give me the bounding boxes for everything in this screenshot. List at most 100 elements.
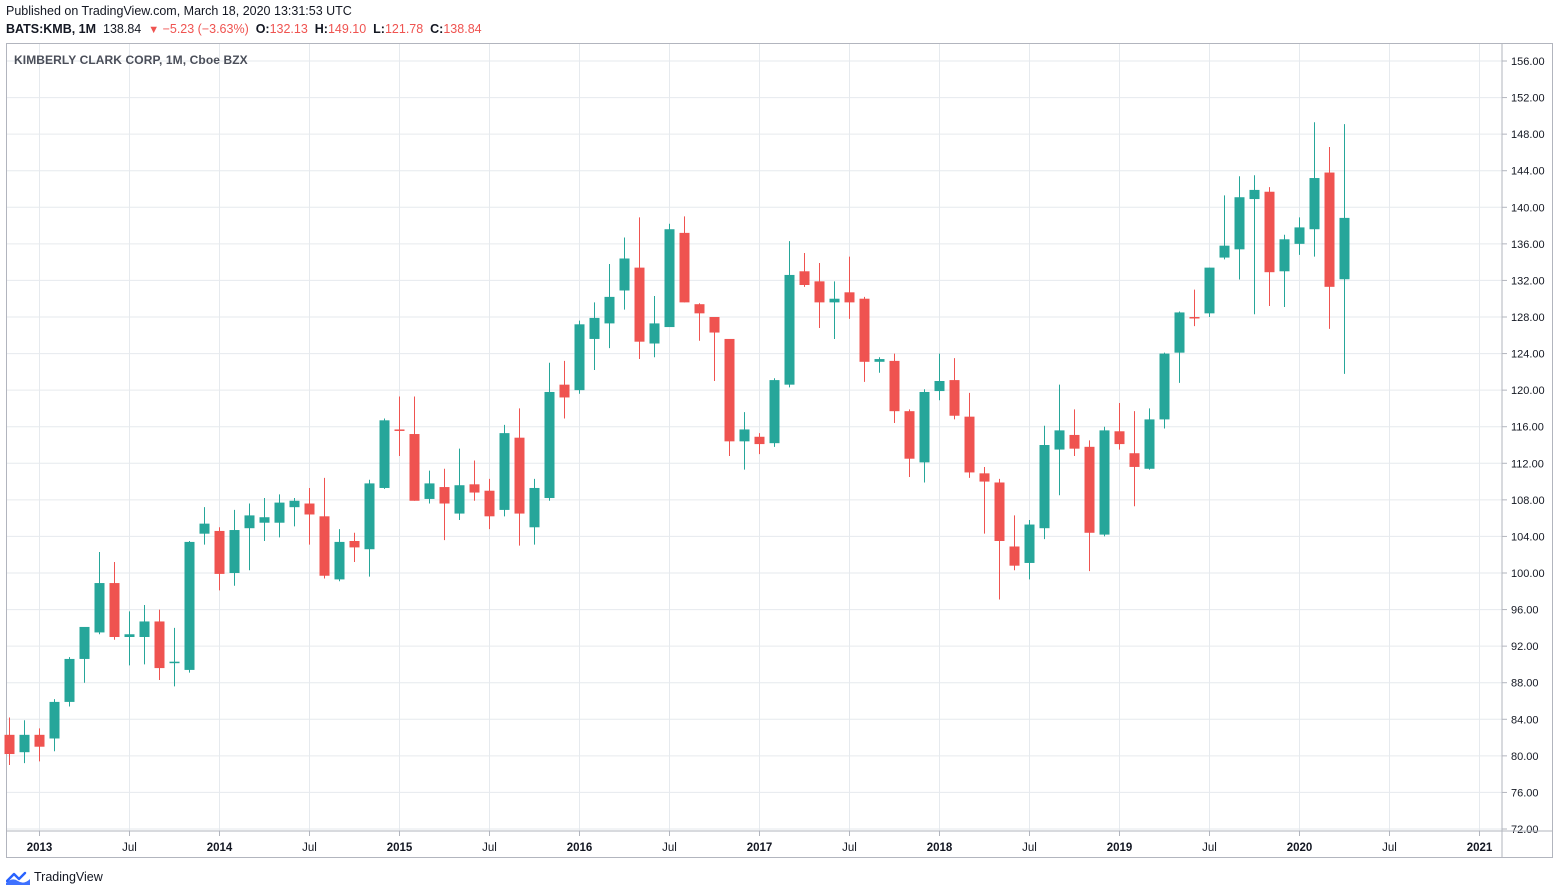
candle-body <box>994 482 1005 541</box>
candle-body <box>1264 191 1275 273</box>
candle-up <box>424 470 435 504</box>
candle-body <box>214 530 225 574</box>
candle-up <box>289 498 300 527</box>
candle-up <box>1174 311 1185 383</box>
candle-body <box>154 621 165 669</box>
candle-up <box>79 626 90 683</box>
candle-up <box>874 357 885 373</box>
chart-legend: KIMBERLY CLARK CORP, 1M, Cboe BZX <box>14 53 248 67</box>
candle-down <box>409 396 420 501</box>
candle-down <box>319 477 330 579</box>
candle-down <box>214 527 225 591</box>
price-change: −5.23 (−3.63%) <box>162 22 249 36</box>
candle-body <box>19 734 30 753</box>
symbol-label[interactable]: BATS:KMB, 1M <box>6 22 97 36</box>
candle-down <box>949 358 960 420</box>
candle-up <box>259 498 270 541</box>
candle-body <box>1204 267 1215 314</box>
y-tick-label: 72.00 <box>1511 824 1539 836</box>
y-tick-label: 104.00 <box>1511 531 1545 543</box>
candle-body <box>664 229 675 328</box>
candle-body <box>649 323 660 344</box>
candle-down <box>694 303 705 341</box>
x-tick-label: 2019 <box>1107 842 1133 854</box>
candle-down <box>709 317 720 381</box>
y-tick-label: 88.00 <box>1511 678 1539 690</box>
candle-body <box>1219 245 1230 258</box>
candle-down <box>304 487 315 545</box>
candle-down <box>754 433 765 455</box>
candle-body <box>439 487 450 504</box>
candle-up <box>589 302 600 371</box>
tradingview-logo-icon <box>6 871 30 885</box>
candle-up <box>64 657 75 707</box>
candle-body <box>319 516 330 576</box>
candle-body <box>184 541 195 670</box>
candle-body <box>1189 317 1200 319</box>
candle-up <box>364 479 375 577</box>
y-tick-label: 80.00 <box>1511 751 1539 763</box>
candle-up <box>1234 176 1245 280</box>
candle-body <box>274 502 285 523</box>
x-tick-label: Jul <box>1382 842 1397 854</box>
candle-up <box>1099 426 1110 537</box>
candle-body <box>544 391 555 499</box>
candle-up <box>1144 408 1155 470</box>
y-tick-label: 108.00 <box>1511 495 1545 507</box>
candle-up <box>1279 234 1290 307</box>
candle-body <box>1144 419 1155 469</box>
candle-body <box>799 271 810 285</box>
candle-down <box>1129 411 1140 507</box>
candle-down <box>979 466 990 534</box>
candle-body <box>634 267 645 342</box>
candle-down <box>1069 409 1080 456</box>
candle-body <box>844 292 855 303</box>
y-tick-label: 76.00 <box>1511 787 1539 799</box>
candle-down <box>994 478 1005 600</box>
candle-up <box>334 529 345 582</box>
candle-body <box>394 429 405 431</box>
last-price: 138.84 <box>103 22 142 36</box>
x-tick-label: Jul <box>662 842 677 854</box>
candle-body <box>604 296 615 324</box>
candle-body <box>1159 353 1170 420</box>
candle-down <box>634 217 645 360</box>
high-value: 149.10 <box>327 22 367 36</box>
candle-body <box>784 274 795 385</box>
candle-body <box>1009 546 1020 566</box>
y-tick-label: 128.00 <box>1511 312 1545 324</box>
candle-up <box>49 699 60 752</box>
candle-down <box>439 468 450 541</box>
candle-down <box>514 408 525 546</box>
candle-down <box>349 532 360 563</box>
candle-down <box>559 360 570 419</box>
candle-body <box>94 583 105 633</box>
x-tick-label: 2013 <box>27 842 53 854</box>
candles <box>4 122 1350 765</box>
candle-up <box>169 627 180 687</box>
candle-body <box>709 317 720 333</box>
tradingview-brand: TradingView <box>34 870 103 884</box>
candle-body <box>259 517 270 523</box>
high-label: H: <box>314 22 328 36</box>
tradingview-logo[interactable]: TradingView <box>6 869 103 885</box>
candle-up <box>529 478 540 545</box>
candle-up <box>1054 384 1065 496</box>
candle-up <box>1219 195 1230 260</box>
candle-body <box>454 485 465 514</box>
candle-body <box>769 380 780 444</box>
candle-body <box>1114 431 1125 445</box>
candle-down <box>1324 146 1335 329</box>
candle-body <box>934 381 945 392</box>
candle-body <box>109 583 120 637</box>
x-tick-label: 2020 <box>1287 842 1313 854</box>
candle-down <box>904 409 915 477</box>
candle-body <box>1054 430 1065 450</box>
candle-up <box>934 353 945 401</box>
candle-down <box>484 478 495 530</box>
candle-body <box>724 338 735 442</box>
candle-up <box>1159 352 1170 429</box>
candle-up <box>664 223 675 328</box>
candle-body <box>694 304 705 314</box>
